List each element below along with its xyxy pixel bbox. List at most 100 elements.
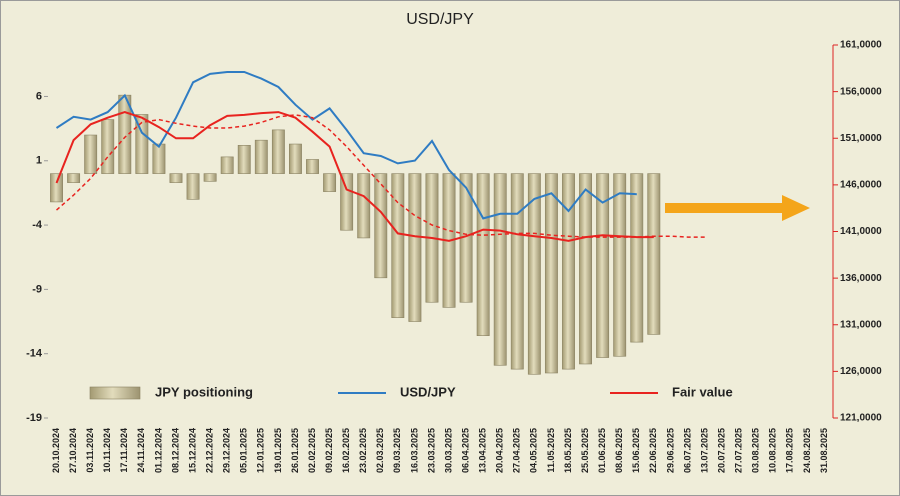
x-tick-label: 10.08.2025: [768, 428, 778, 473]
x-tick-label: 11.05.2025: [546, 428, 556, 473]
y2-tick-label: 156,0000: [840, 86, 882, 97]
x-tick-label: 27.07.2025: [734, 428, 744, 473]
bar: [493, 173, 507, 366]
bar: [630, 173, 644, 343]
line: [55, 71, 637, 220]
bar: [289, 143, 302, 174]
line: [56, 114, 705, 238]
bar: [562, 173, 575, 370]
bar: [271, 129, 285, 174]
bar: [527, 173, 541, 375]
x-tick-label: 10.11.2024: [102, 428, 112, 473]
bar: [220, 156, 234, 174]
legend-label: Fair value: [672, 384, 733, 399]
y2-tick-label: 121,0000: [840, 413, 882, 424]
x-tick-label: 03.11.2024: [85, 428, 95, 473]
x-tick-label: 25.05.2025: [580, 428, 590, 473]
bar: [84, 134, 98, 174]
x-tick-label: 06.07.2025: [682, 428, 692, 473]
bar: [203, 173, 217, 182]
x-tick-label: 16.02.2025: [341, 428, 351, 473]
bar: [135, 114, 149, 174]
y-tick-label: 6: [36, 90, 42, 102]
x-tick-label: 22.06.2025: [648, 428, 658, 473]
x-tick-label: 20.04.2025: [495, 428, 505, 473]
x-tick-label: 26.01.2025: [290, 428, 300, 473]
y2-tick-label: 131,0000: [840, 319, 882, 330]
x-tick-label: 23.03.2025: [426, 428, 436, 473]
bar: [101, 119, 115, 174]
legend-label: JPY positioning: [155, 384, 253, 399]
x-tick-label: 13.04.2025: [478, 428, 488, 473]
bar: [596, 173, 610, 358]
bar: [544, 173, 558, 374]
bar: [186, 173, 200, 200]
x-tick-label: 31.08.2025: [819, 428, 829, 473]
bar: [357, 173, 371, 239]
y-tick-label: -19: [26, 412, 42, 424]
y2-tick-label: 126,0000: [840, 366, 882, 377]
bar: [169, 173, 183, 183]
x-tick-label: 30.03.2025: [443, 428, 453, 473]
x-tick-label: 18.05.2025: [563, 428, 573, 473]
x-tick-label: 19.01.2025: [273, 428, 283, 473]
x-tick-label: 12.01.2025: [256, 428, 266, 473]
x-tick-label: 09.03.2025: [392, 428, 402, 473]
chart-title: USD/JPY: [406, 11, 474, 28]
bar: [254, 139, 268, 174]
bar: [323, 173, 337, 192]
x-tick-label: 05.01.2025: [239, 428, 249, 473]
x-tick-label: 02.02.2025: [307, 428, 317, 473]
bar: [306, 159, 319, 174]
bar: [237, 145, 251, 174]
x-tick-label: 22.12.2024: [204, 428, 214, 473]
bar: [391, 173, 405, 318]
x-tick-label: 08.06.2025: [614, 428, 624, 473]
x-tick-label: 27.04.2025: [512, 428, 522, 473]
y-tick-label: 1: [36, 155, 42, 167]
x-tick-label: 15.12.2024: [187, 428, 197, 473]
x-tick-label: 29.06.2025: [665, 428, 675, 473]
bar: [50, 173, 63, 203]
legend-swatch: [89, 386, 141, 400]
x-tick-label: 20.07.2025: [716, 428, 726, 473]
bar: [613, 173, 627, 357]
bar: [340, 173, 354, 231]
y2-tick-label: 136,0000: [840, 273, 882, 284]
bar: [510, 173, 524, 370]
y2-tick-label: 151,0000: [840, 133, 882, 144]
y2-tick-label: 141,0000: [840, 226, 882, 237]
bar: [647, 173, 661, 335]
x-tick-label: 23.02.2025: [358, 428, 368, 473]
x-tick-label: 16.03.2025: [409, 428, 419, 473]
y2-tick-label: 146,0000: [840, 180, 882, 191]
y2-tick-label: 161,0000: [840, 40, 882, 51]
x-tick-label: 20.10.2024: [51, 428, 61, 473]
x-tick-label: 24.08.2025: [802, 428, 812, 473]
x-tick-label: 15.06.2025: [631, 428, 641, 473]
x-tick-label: 03.08.2025: [751, 428, 761, 473]
bar: [476, 173, 490, 336]
x-tick-label: 01.06.2025: [597, 428, 607, 473]
x-tick-label: 06.04.2025: [460, 428, 470, 473]
y-tick-label: -14: [26, 348, 43, 360]
x-tick-label: 17.11.2024: [119, 428, 129, 473]
x-tick-label: 09.02.2025: [324, 428, 334, 473]
x-tick-label: 02.03.2025: [375, 428, 385, 473]
x-tick-label: 08.12.2024: [170, 428, 180, 473]
legend-label: USD/JPY: [400, 384, 456, 399]
y-tick-label: -9: [32, 283, 42, 295]
line: [55, 111, 654, 242]
bar: [408, 173, 422, 322]
bar: [152, 143, 166, 174]
x-tick-label: 29.12.2024: [222, 428, 232, 473]
x-tick-label: 17.08.2025: [785, 428, 795, 473]
x-tick-label: 04.05.2025: [529, 428, 539, 473]
bar: [374, 173, 388, 279]
arrow: [665, 195, 810, 221]
x-tick-label: 13.07.2025: [699, 428, 709, 473]
bar: [579, 173, 592, 365]
x-tick-label: 27.10.2024: [68, 428, 78, 473]
y-tick-label: -4: [32, 219, 43, 231]
